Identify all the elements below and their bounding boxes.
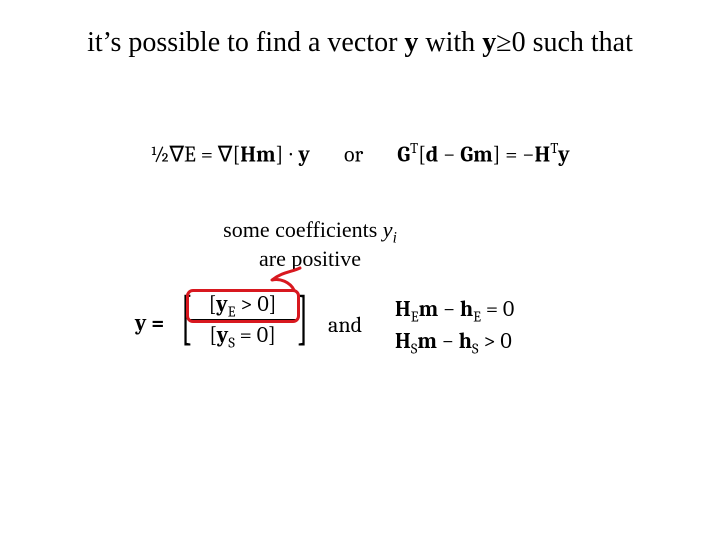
annotation-arrow-svg [0,0,720,540]
arrow-path [272,268,300,290]
slide: { "title": { "pre": "it’s possible to fi… [0,0,720,540]
